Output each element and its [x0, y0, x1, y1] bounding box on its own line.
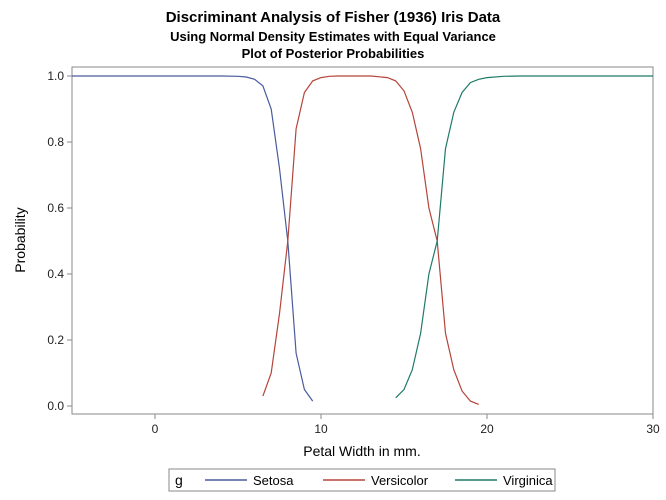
x-tick-label: 20 — [480, 422, 494, 436]
y-tick-label: 0.6 — [47, 201, 64, 215]
series-line-setosa — [72, 75, 314, 402]
y-tick-label: 0.4 — [47, 267, 64, 281]
chart-title: Discriminant Analysis of Fisher (1936) I… — [165, 9, 501, 26]
plot-frame — [71, 66, 654, 415]
legend-label-versicolor: Versicolor — [371, 473, 429, 488]
series-line-virginica — [395, 75, 653, 399]
y-tick-label: 0.8 — [47, 135, 64, 149]
series-layer — [72, 75, 653, 405]
x-tick-label: 0 — [152, 422, 159, 436]
legend-items: Setosa Versicolor Virginica — [205, 473, 553, 488]
chart-subtitle: Using Normal Density Estimates with Equa… — [170, 29, 496, 44]
y-tick-label: 0.0 — [47, 399, 64, 413]
legend-frame — [168, 468, 556, 492]
legend: g Setosa Versicolor Virginica — [168, 468, 556, 492]
y-tick-label: 1.0 — [47, 69, 64, 83]
x-tick-label: 30 — [646, 422, 660, 436]
x-axis-label: Petal Width in mm. — [303, 443, 420, 459]
chart-subtitle-2: Plot of Posterior Probabilities — [241, 46, 425, 61]
legend-label-virginica: Virginica — [503, 473, 553, 488]
x-axis: 0 10 20 30 — [152, 414, 660, 436]
x-tick-label: 10 — [314, 422, 328, 436]
legend-title: g — [175, 472, 183, 488]
legend-label-setosa: Setosa — [253, 473, 294, 488]
y-axis-label: Probability — [12, 207, 28, 272]
y-axis: 0.0 0.2 0.4 0.6 0.8 1.0 — [47, 69, 72, 413]
series-line-versicolor — [262, 75, 479, 405]
y-tick-label: 0.2 — [47, 333, 64, 347]
